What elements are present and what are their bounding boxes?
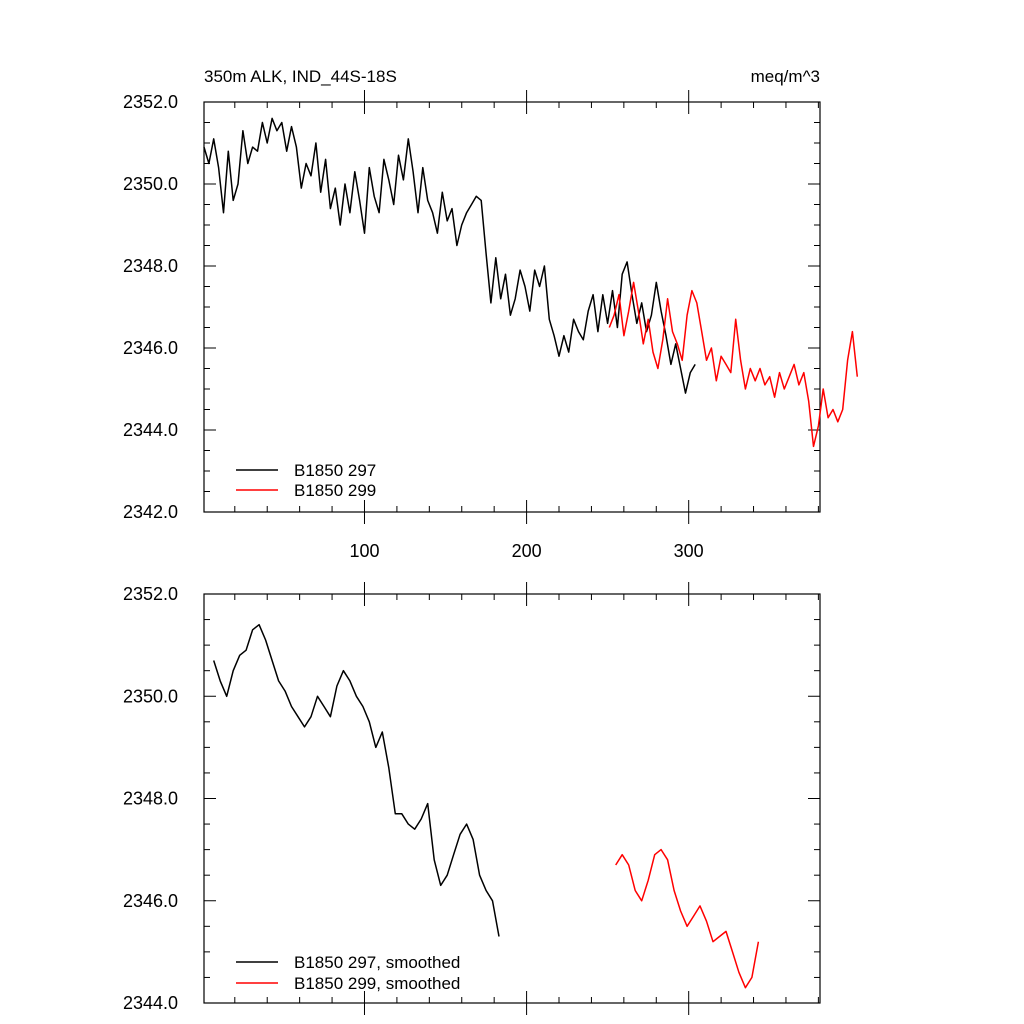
plot-frame bbox=[203, 101, 821, 513]
series-line-1 bbox=[212, 623, 500, 937]
plot-frame bbox=[203, 593, 821, 1004]
y-tick-label: 2348.0 bbox=[123, 789, 178, 809]
series-line-1 bbox=[203, 117, 696, 394]
series-line-2 bbox=[608, 281, 859, 448]
y-tick-label: 2342.0 bbox=[123, 502, 178, 522]
chart-title: 350m ALK, IND_44S-18S bbox=[204, 67, 397, 86]
legend-label: B1850 297 bbox=[294, 461, 376, 480]
legend-label: B1850 299, smoothed bbox=[294, 974, 460, 993]
y-tick-label: 2344.0 bbox=[123, 993, 178, 1013]
x-tick-label: 200 bbox=[512, 541, 542, 561]
bottom-panel: 2344.0 2346.0 2348.0 2350.0 2352.0 B1850 297,… bbox=[123, 582, 821, 1015]
y-tick-label: 2346.0 bbox=[123, 338, 178, 358]
y-tick-label: 2350.0 bbox=[123, 174, 178, 194]
legend-label: B1850 299 bbox=[294, 481, 376, 500]
chart-units: meq/m^3 bbox=[751, 67, 820, 86]
series-line-2 bbox=[615, 848, 760, 989]
y-tick-label: 2344.0 bbox=[123, 420, 178, 440]
y-tick-label: 2352.0 bbox=[123, 92, 178, 112]
x-tick-label: 300 bbox=[674, 541, 704, 561]
y-tick-label: 2346.0 bbox=[123, 891, 178, 911]
legend-label: B1850 297, smoothed bbox=[294, 953, 460, 972]
x-tick-label: 100 bbox=[349, 541, 379, 561]
y-tick-label: 2352.0 bbox=[123, 584, 178, 604]
y-tick-label: 2350.0 bbox=[123, 686, 178, 706]
top-panel: 2342.0 2344.0 2346.0 2348.0 2350.0 2352.0 100 2… bbox=[123, 90, 859, 561]
y-tick-label: 2348.0 bbox=[123, 256, 178, 276]
